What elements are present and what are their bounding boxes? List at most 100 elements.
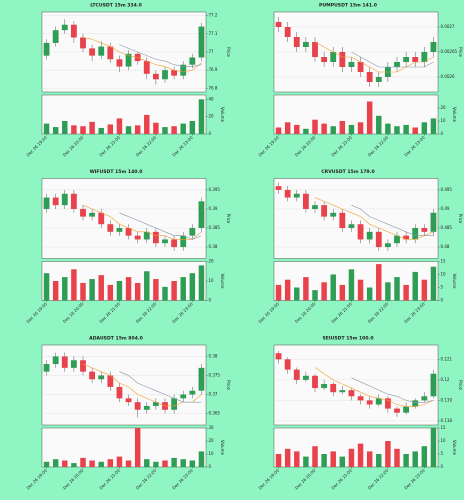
candle-body xyxy=(89,212,96,217)
volume-bar xyxy=(376,264,382,301)
volume-bar xyxy=(52,281,59,301)
candle-body xyxy=(339,52,346,67)
volume-bar xyxy=(71,463,77,467)
volume-tick-label: 20 xyxy=(441,105,447,110)
volume-bar xyxy=(98,275,104,301)
candle-body xyxy=(430,42,437,52)
moving-average-line xyxy=(119,371,202,403)
candle-body xyxy=(143,61,150,74)
chart-title: PUMPUSDT 15m 141.0 xyxy=(319,3,377,9)
volume-bar xyxy=(376,115,382,134)
volume-tick-label: 20 xyxy=(209,259,215,264)
x-tick-label: Dec 26 22:00 xyxy=(367,301,390,324)
moving-average-line xyxy=(314,197,434,240)
volume-bar xyxy=(303,456,309,467)
x-tick-label: Dec 26 22:00 xyxy=(135,301,158,324)
volume-bar xyxy=(62,277,68,301)
volume-bar xyxy=(89,279,95,301)
candle-body xyxy=(107,375,114,387)
volume-bar xyxy=(339,456,346,467)
volume-bar xyxy=(312,290,318,301)
y-axis-label: Price xyxy=(458,214,463,224)
volume-bar xyxy=(321,282,327,301)
volume-tick-label: 0 xyxy=(441,131,444,136)
x-tick-label: Dec 26 19:00 xyxy=(257,135,280,158)
candle-body xyxy=(421,52,428,62)
volume-bar xyxy=(153,279,159,301)
x-tick-label: Dec 26 21:00 xyxy=(330,135,353,158)
candle-body xyxy=(171,239,178,248)
moving-average-line xyxy=(351,204,434,236)
y-tick-label: 76.8 xyxy=(209,85,218,90)
candle-body xyxy=(134,235,141,240)
volume-tick-label: 0 xyxy=(209,464,212,469)
volume-bar xyxy=(62,460,68,467)
candle-body xyxy=(412,57,419,62)
volume-bar xyxy=(330,274,336,301)
volume-bar xyxy=(180,277,186,301)
volume-bar xyxy=(412,127,418,134)
volume-bar xyxy=(312,446,318,467)
volume-tick-label: 15 xyxy=(441,259,447,264)
y-tick-label: 0.39 xyxy=(209,206,218,211)
price-plot-area xyxy=(41,178,207,259)
candle-body xyxy=(330,52,337,62)
volume-bar xyxy=(52,127,59,134)
candle-body xyxy=(366,400,373,405)
volume-bar xyxy=(321,123,327,134)
x-tick-label: Dec 26 22:00 xyxy=(367,135,390,158)
volume-bar xyxy=(189,273,196,301)
volume-bar xyxy=(366,287,373,301)
candle-body xyxy=(321,383,328,389)
candle-body xyxy=(275,353,282,360)
volume-bar xyxy=(43,123,50,134)
x-tick-label: Dec 26 19:00 xyxy=(25,468,48,491)
candle-body xyxy=(171,398,178,410)
volume-bar xyxy=(116,281,123,301)
candle-body xyxy=(43,364,50,372)
y-axis-label: Price xyxy=(226,47,231,57)
y-tick-label: 0.485 xyxy=(441,225,453,230)
y-axis-label: Price xyxy=(226,214,231,224)
price-plot-area xyxy=(273,344,439,426)
candle-body xyxy=(430,212,437,232)
volume-tick-label: 15 xyxy=(441,425,447,430)
volume-bar xyxy=(80,282,86,301)
volume-axis-label: Volume xyxy=(452,107,457,122)
chart-panel: SEIUSDT 15m 100.0 0.118 0.119 0.12 0.121 0 5 10… xyxy=(257,336,463,491)
candle-body xyxy=(116,228,123,232)
candle-body xyxy=(375,77,382,82)
candle-body xyxy=(357,224,364,240)
volume-bar xyxy=(107,124,114,134)
x-tick-label: Dec 26 19:00 xyxy=(257,468,280,491)
candle-body xyxy=(70,24,77,38)
moving-average-line xyxy=(82,363,202,407)
volume-bar xyxy=(144,271,150,301)
chart-panel: WIFUSDT 15m 140.0 0.38 0.385 0.39 0.395 0 10 20… xyxy=(25,169,231,324)
candle-body xyxy=(366,72,373,82)
x-tick-label: Dec 26 21:00 xyxy=(330,301,353,324)
candle-body xyxy=(330,383,337,393)
candle-body xyxy=(98,212,105,225)
y-tick-label: 0.0026 xyxy=(441,74,455,79)
volume-bar xyxy=(339,284,346,301)
candle-body xyxy=(403,235,410,240)
volume-bar xyxy=(43,461,50,467)
x-tick-label: Dec 26 22:00 xyxy=(135,135,158,158)
volume-bar xyxy=(357,279,364,301)
candle-body xyxy=(394,62,400,67)
y-tick-label: 0.00265 xyxy=(441,49,458,54)
y-tick-label: 77.1 xyxy=(209,31,218,36)
candle-body xyxy=(143,405,150,410)
x-tick-label: Dec 26 20:00 xyxy=(62,301,85,324)
volume-bar xyxy=(116,118,123,134)
candle-body xyxy=(394,235,400,244)
volume-bar xyxy=(421,446,428,467)
candle-body xyxy=(125,53,132,67)
candle-body xyxy=(61,356,68,368)
candle-body xyxy=(339,212,346,229)
volume-bar xyxy=(284,122,291,134)
candle-body xyxy=(302,375,309,380)
candle-body xyxy=(275,22,282,27)
candle-body xyxy=(198,367,205,391)
